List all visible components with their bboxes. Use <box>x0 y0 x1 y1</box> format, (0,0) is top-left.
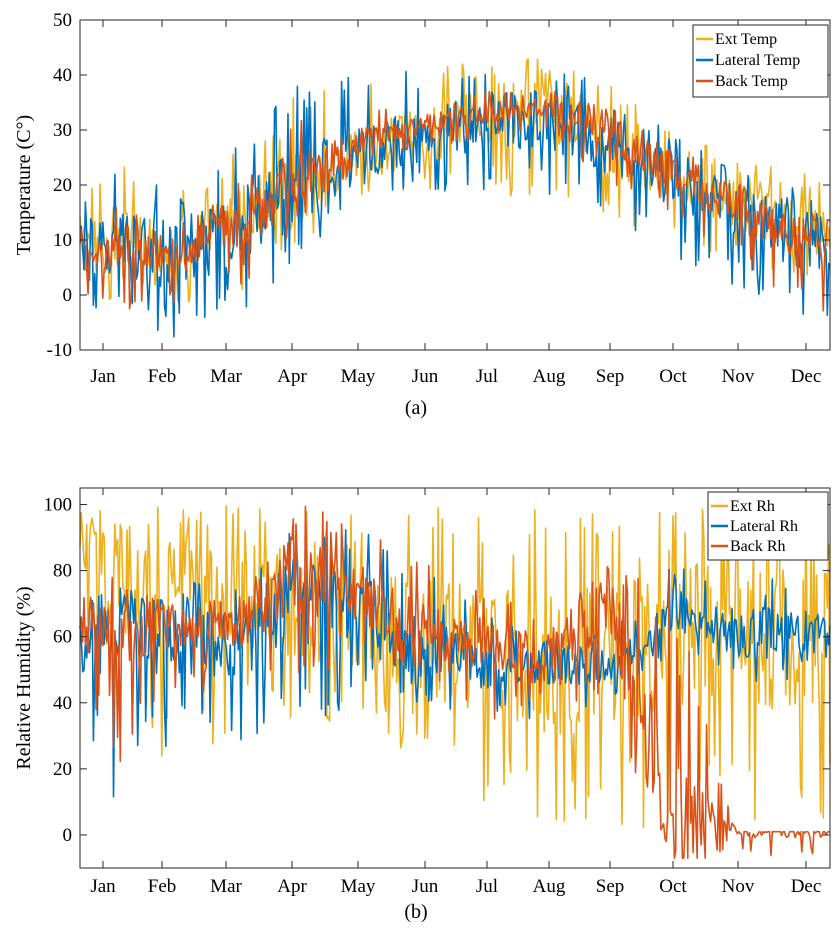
x-axis-ticks: Jan Feb Mar Apr May Jun Jul Aug Sep Oct Nov Dec <box>90 488 821 897</box>
plot-frame <box>79 487 831 869</box>
series-line-ext-rh <box>79 505 831 829</box>
x-tick-label-sep: Sep <box>596 366 625 387</box>
panel-caption-a: (a) <box>405 397 427 419</box>
y-tick-label: 40 <box>53 65 72 86</box>
y-tick-label: 0 <box>63 825 73 846</box>
x-tick-label-apr: Apr <box>277 876 307 897</box>
x-tick-label-jan: Jan <box>90 876 116 897</box>
y-tick-label: 0 <box>63 285 73 306</box>
x-tick-label-dec: Dec <box>791 876 822 897</box>
series-lines <box>79 505 831 859</box>
x-tick-label-sep: Sep <box>596 876 625 897</box>
x-tick-label-jul: Jul <box>476 366 498 387</box>
x-tick-label-oct: Oct <box>659 366 687 387</box>
x-tick-label-dec: Dec <box>791 366 822 387</box>
y-tick-label: 40 <box>53 693 72 714</box>
x-tick-label-feb: Feb <box>148 876 177 897</box>
legend-label: Back Rh <box>730 538 786 555</box>
legend-box <box>692 24 829 98</box>
series-line-ext-temp <box>79 58 831 303</box>
legend: Ext Temp Lateral Temp Back Temp <box>692 24 829 98</box>
x-tick-label-nov: Nov <box>722 366 755 387</box>
x-tick-label-oct: Oct <box>659 876 687 897</box>
y-tick-label: 50 <box>53 10 72 31</box>
legend-box <box>707 491 829 561</box>
series-line-lateral-rh <box>79 529 831 798</box>
x-tick-label-jun: Jun <box>412 366 439 387</box>
y-tick-label: 20 <box>53 175 72 196</box>
series-line-back-temp <box>79 90 831 312</box>
y-axis-label: Relative Humidity (%) <box>13 586 35 769</box>
y-tick-label: -10 <box>47 340 72 361</box>
x-tick-label-aug: Aug <box>533 876 566 897</box>
legend-label: Lateral Temp <box>715 52 800 69</box>
y-axis-label: Temperature (C°) <box>13 115 35 255</box>
panel-caption-b: (b) <box>404 901 427 923</box>
x-tick-label-nov: Nov <box>722 876 755 897</box>
y-tick-label: 30 <box>53 120 72 141</box>
x-tick-label-mar: Mar <box>210 876 242 897</box>
x-tick-label-feb: Feb <box>148 366 177 387</box>
legend-label: Back Temp <box>715 73 788 90</box>
x-tick-label-apr: Apr <box>277 366 307 387</box>
y-tick-label: 60 <box>53 627 72 648</box>
x-axis-ticks: Jan Feb Mar Apr May Jun Jul Aug Sep Oct Nov Dec <box>90 20 821 387</box>
x-tick-label-may: May <box>341 876 376 897</box>
y-tick-label: 10 <box>53 230 72 251</box>
x-tick-label-may: May <box>341 366 376 387</box>
x-tick-label-jan: Jan <box>90 366 116 387</box>
x-tick-label-jul: Jul <box>476 876 498 897</box>
y-axis-ticks: -10 0 10 20 30 40 50 <box>47 10 830 361</box>
series-lines <box>79 58 831 338</box>
legend: Ext Rh Lateral Rh Back Rh <box>707 491 829 561</box>
temperature-chart: -10 0 10 20 30 40 50 Jan Feb Mar Apr May Jun Jul Aug S… <box>13 10 831 419</box>
series-line-back-rh <box>79 505 830 859</box>
x-tick-label-aug: Aug <box>533 366 566 387</box>
x-tick-label-mar: Mar <box>210 366 242 387</box>
legend-label: Lateral Rh <box>730 518 798 535</box>
y-tick-label: 20 <box>53 759 72 780</box>
y-axis-ticks: 0 20 40 60 80 100 <box>44 495 830 846</box>
x-tick-label-jun: Jun <box>412 876 439 897</box>
humidity-chart: 0 20 40 60 80 100 Jan Feb Mar Apr May Jun Jul Aug Sep… <box>13 487 831 923</box>
legend-label: Ext Temp <box>715 31 777 48</box>
y-tick-label: 80 <box>53 561 72 582</box>
y-tick-label: 100 <box>44 495 73 516</box>
legend-label: Ext Rh <box>730 498 775 515</box>
